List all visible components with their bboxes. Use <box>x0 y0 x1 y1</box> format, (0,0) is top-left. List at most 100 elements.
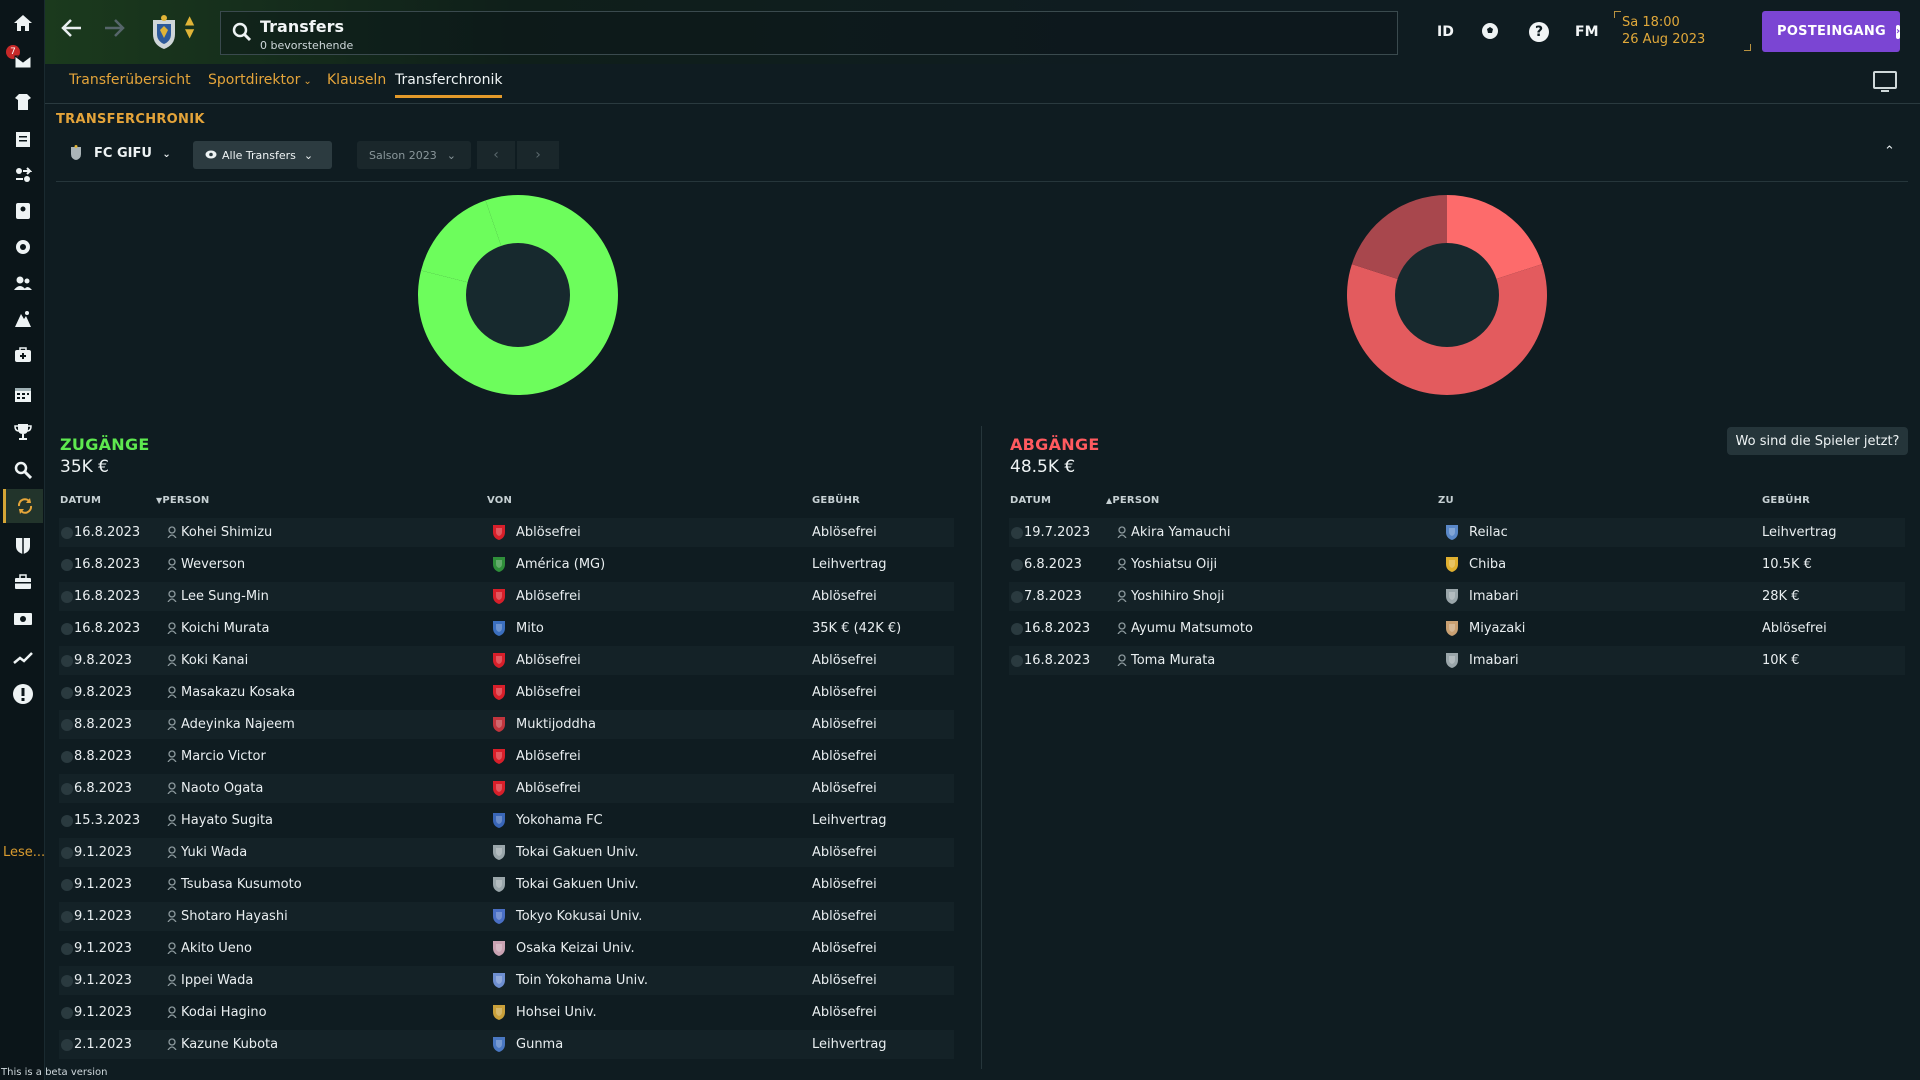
table-row[interactable]: 6.8.2023 Yoshiatsu Oiji Chiba 10.5K € <box>1009 550 1905 579</box>
search-box[interactable]: Transfers 0 bevorstehende <box>220 11 1398 55</box>
incoming-col-date[interactable]: DATUM <box>60 495 102 506</box>
club-name[interactable]: Ablösefrei <box>516 685 581 700</box>
home-icon[interactable] <box>10 10 35 35</box>
table-row[interactable]: 9.1.2023 Yuki Wada Tokai Gakuen Univ. Ablös… <box>59 838 954 867</box>
reading-label[interactable]: Lese... <box>3 845 46 860</box>
table-row[interactable]: 16.8.2023 Kohei Shimizu Ablösefrei Ablösefr… <box>59 518 954 547</box>
table-row[interactable]: 9.8.2023 Koki Kanai Ablösefrei Ablösefrei <box>59 646 954 675</box>
table-row[interactable]: 9.1.2023 Kodai Hagino Hohsei Univ. Ablösefr… <box>59 998 954 1027</box>
staff-icon[interactable] <box>10 270 35 295</box>
person-name[interactable]: Lee Sung-Min <box>181 589 269 604</box>
tactics-icon[interactable] <box>10 162 35 187</box>
person-name[interactable]: Yoshihiro Shoji <box>1131 589 1225 604</box>
dossier-icon[interactable] <box>10 198 35 223</box>
person-name[interactable]: Ippei Wada <box>181 973 254 988</box>
outgoing-col-fee[interactable]: GEBÜHR <box>1762 495 1811 506</box>
club-name[interactable]: Imabari <box>1469 589 1519 604</box>
person-name[interactable]: Adeyinka Najeem <box>181 717 295 732</box>
table-row[interactable]: 7.8.2023 Yoshihiro Shoji Imabari 28K € <box>1009 582 1905 611</box>
select-radio[interactable] <box>1011 655 1023 667</box>
club-name[interactable]: Toin Yokohama Univ. <box>516 973 649 988</box>
calendar-icon[interactable] <box>10 381 35 406</box>
club-switch-chevrons-icon[interactable]: ▲ ▼ <box>185 13 195 40</box>
table-row[interactable]: 19.7.2023 Akira Yamauchi Reilac Leihvertrag <box>1009 518 1905 547</box>
select-radio[interactable] <box>61 815 73 827</box>
table-row[interactable]: 16.8.2023 Weverson América (MG) Leihvertrag <box>59 550 954 579</box>
tab-director-of-football[interactable]: Sportdirektor ⌄ <box>208 72 312 95</box>
select-radio[interactable] <box>61 655 73 667</box>
select-radio[interactable] <box>61 783 73 795</box>
tab-transfer-overview[interactable]: Transferübersicht <box>69 72 191 95</box>
table-row[interactable]: 9.1.2023 Tsubasa Kusumoto Tokai Gakuen Uni… <box>59 870 954 899</box>
transfers-icon[interactable] <box>3 489 43 523</box>
select-radio[interactable] <box>61 1007 73 1019</box>
tab-clauses[interactable]: Klauseln <box>327 72 386 95</box>
select-radio[interactable] <box>61 687 73 699</box>
season-dropdown[interactable]: Salson 2023 ⌄ <box>357 141 471 169</box>
person-name[interactable]: Kohei Shimizu <box>181 525 273 540</box>
select-radio[interactable] <box>61 719 73 731</box>
inbox-icon[interactable] <box>10 48 35 73</box>
table-row[interactable]: 9.1.2023 Ippei Wada Toin Yokohama Univ. Abl… <box>59 966 954 995</box>
table-row[interactable]: 15.3.2023 Hayato Sugita Yokohama FC Leihver… <box>59 806 954 835</box>
monitor-icon[interactable] <box>1873 71 1897 92</box>
club-name[interactable]: Mito <box>516 621 544 636</box>
inbox-button[interactable]: POSTEINGANG › <box>1762 11 1901 52</box>
person-name[interactable]: Kazune Kubota <box>181 1037 279 1052</box>
transfer-filter-dropdown[interactable]: Alle Transfers ⌄ <box>193 141 332 169</box>
outgoing-col-to[interactable]: ZU <box>1438 495 1454 506</box>
club-name[interactable]: Ablösefrei <box>516 653 581 668</box>
table-row[interactable]: 6.8.2023 Naoto Ogata Ablösefrei Ablösefrei <box>59 774 954 803</box>
club-name[interactable]: Ablösefrei <box>516 589 581 604</box>
person-name[interactable]: Hayato Sugita <box>181 813 274 828</box>
person-name[interactable]: Toma Murata <box>1131 653 1216 668</box>
back-arrow-icon[interactable] <box>61 16 83 44</box>
club-name[interactable]: Gunma <box>516 1037 564 1052</box>
select-radio[interactable] <box>1011 527 1023 539</box>
person-name[interactable]: Koichi Murata <box>181 621 270 636</box>
select-radio[interactable] <box>61 847 73 859</box>
incoming-col-from[interactable]: VON <box>487 495 513 506</box>
tab-transfer-history[interactable]: Transferchronik <box>395 72 503 98</box>
club-name[interactable]: Ablösefrei <box>516 781 581 796</box>
person-name[interactable]: Akito Ueno <box>181 941 252 956</box>
briefcase-icon[interactable] <box>10 569 35 594</box>
club-name[interactable]: Chiba <box>1469 557 1507 572</box>
club-icon[interactable] <box>10 533 35 558</box>
select-radio[interactable] <box>61 911 73 923</box>
chevron-up-icon[interactable]: ⌃ <box>1884 144 1895 159</box>
select-radio[interactable] <box>61 559 73 571</box>
club-name[interactable]: Yokohama FC <box>516 813 603 828</box>
outgoing-col-date[interactable]: DATUM <box>1010 495 1052 506</box>
club-name[interactable]: Muktijoddha <box>516 717 596 732</box>
squad-shirt-icon[interactable] <box>10 89 35 114</box>
outgoing-col-person[interactable]: ▲PERSON <box>1106 495 1160 506</box>
person-name[interactable]: Koki Kanai <box>181 653 249 668</box>
club-name[interactable]: Osaka Keizai Univ. <box>516 941 635 956</box>
select-radio[interactable] <box>61 527 73 539</box>
club-selector[interactable]: FC GIFU ⌄ <box>94 146 171 161</box>
incoming-col-person[interactable]: ▼PERSON <box>156 495 210 506</box>
person-name[interactable]: Marcio Victor <box>181 749 266 764</box>
table-row[interactable]: 9.8.2023 Masakazu Kosaka Ablösefrei Ablösef… <box>59 678 954 707</box>
previous-season-button[interactable]: ‹ <box>477 141 515 169</box>
game-date[interactable]: Sa 18:00 26 Aug 2023 <box>1622 14 1705 48</box>
table-row[interactable]: 2.1.2023 Kazune Kubota Gunma Leihvertrag <box>59 1030 954 1059</box>
select-radio[interactable] <box>61 879 73 891</box>
id-button[interactable]: ID <box>1437 24 1454 40</box>
clipboard-icon[interactable] <box>10 126 35 151</box>
club-name[interactable]: Reilac <box>1469 525 1508 540</box>
select-radio[interactable] <box>1011 591 1023 603</box>
club-name[interactable]: Imabari <box>1469 653 1519 668</box>
person-name[interactable]: Naoto Ogata <box>181 781 264 796</box>
person-name[interactable]: Masakazu Kosaka <box>181 685 296 700</box>
club-name[interactable]: Tokai Gakuen Univ. <box>516 877 639 892</box>
club-name[interactable]: Ablösefrei <box>516 749 581 764</box>
select-radio[interactable] <box>61 591 73 603</box>
next-season-button[interactable]: › <box>517 141 559 169</box>
club-name[interactable]: Tokyo Kokusai Univ. <box>516 909 643 924</box>
table-row[interactable]: 16.8.2023 Koichi Murata Mito 35K € (42K €) <box>59 614 954 643</box>
person-name[interactable]: Akira Yamauchi <box>1131 525 1231 540</box>
select-radio[interactable] <box>61 943 73 955</box>
training-icon[interactable] <box>10 306 35 331</box>
